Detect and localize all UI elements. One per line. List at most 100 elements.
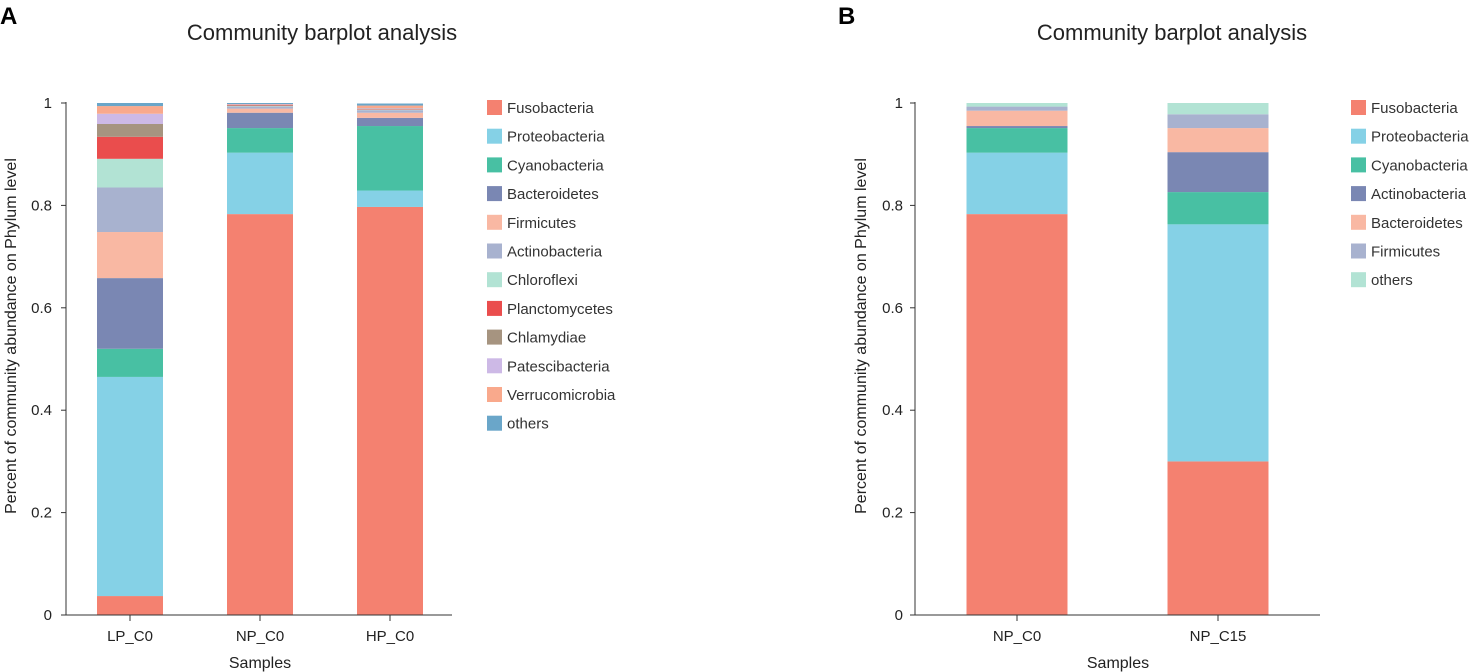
bar-segment-chlamydiae [357,108,423,110]
bar-segment-fusobacteria [97,596,163,615]
legend-label: Firmicutes [507,215,576,232]
legend-swatch [1351,272,1366,288]
chart-title: Community barplot analysis [187,20,457,45]
x-axis-label: Samples [229,655,291,672]
panel-b: B Community barplot analysis Percent of … [838,3,1469,672]
bar-segment-proteobacteria [357,190,423,207]
x-tick-label: HP_C0 [366,628,414,645]
bar-segment-patescibacteria [97,113,163,124]
bar-segment-actinobacteria [966,126,1068,129]
bar-segment-proteobacteria [1167,224,1269,462]
legend-label: Fusobacteria [1371,100,1458,117]
y-axis-label: Percent of community abundance on Phylum… [3,158,20,514]
legend-label: Actinobacteria [507,244,603,261]
legend-swatch [487,272,502,288]
bar-segment-others [357,103,423,106]
legend-label: Planctomycetes [507,301,613,318]
legend-label: Bacteroidetes [507,186,599,203]
legend-swatch [487,415,502,431]
legend-swatch [487,329,502,345]
bar-segment-fusobacteria [357,206,423,615]
bar-segment-others [227,103,293,105]
legend-label: Proteobacteria [1371,129,1469,146]
bar-segment-others [1167,103,1269,115]
bar-segment-chlamydiae [97,123,163,137]
y-tick-label: 0.8 [31,197,52,214]
legend-swatch [487,157,502,173]
axes: 0 0.2 0.4 0.6 0.8 1 NP_C0 NP_C15 [882,95,1320,645]
bar-segment-verrucomicrobia [97,106,163,114]
bar-segment-patescibacteria [227,104,293,106]
x-tick-label: LP_C0 [107,628,153,645]
legend-label: others [1371,272,1413,289]
legend-swatch [487,100,502,115]
x-tick-label: NP_C0 [236,628,284,645]
y-tick-label: 0 [895,607,903,624]
legend-swatch [487,358,502,374]
legend-label: Chloroflexi [507,272,578,289]
bar-segment-actinobacteria [1167,152,1269,193]
bar-segment-planctomycetes [357,109,423,110]
bars [966,103,1269,615]
bar-segment-bacteroidetes [966,110,1068,127]
bar-segment-chloroflexi [97,158,163,188]
bar-segment-cyanobacteria [97,348,163,377]
bar-segment-verrucomicrobia [227,104,293,105]
bar-segment-fusobacteria [227,214,293,615]
bar-segment-firmicutes [966,106,1068,111]
legend-swatch [1351,157,1366,173]
bar-segment-fusobacteria [966,214,1068,615]
bar-segment-chloroflexi [357,109,423,111]
bar-segment-bacteroidetes [357,117,423,127]
legend-label: Bacteroidetes [1371,215,1463,232]
legend-label: Proteobacteria [507,129,605,146]
legend-swatch [487,243,502,259]
legend-label: Fusobacteria [507,100,594,117]
x-tick-label: NP_C0 [993,628,1041,645]
legend-swatch [1351,128,1366,144]
bar-segment-firmicutes [357,112,423,118]
legend-label: Chlamydiae [507,330,586,347]
legend-swatch [487,387,502,402]
chart-title: Community barplot analysis [1037,20,1307,45]
axes: 0 0.2 0.4 0.6 0.8 1 LP_C0 NP_C0 HP_C0 [31,95,452,645]
legend-label: Cyanobacteria [1371,157,1468,174]
bar-segment-firmicutes [1167,114,1269,129]
y-tick-label: 0.8 [882,197,903,214]
bar-segment-bacteroidetes [97,278,163,349]
legend: Fusobacteria Proteobacteria Cyanobacteria A… [1351,100,1469,289]
bar-segment-proteobacteria [97,376,163,597]
y-tick-label: 0 [44,607,52,624]
bar-segment-chlamydiae [227,105,293,106]
y-tick-label: 0.6 [882,300,903,317]
legend: Fusobacteria Proteobacteria Cyanobacteria B… [487,100,616,433]
legend-swatch [1351,186,1366,202]
bar-segment-patescibacteria [357,108,423,109]
panel-a: A Community barplot analysis Percent of … [0,3,616,672]
legend-label: Firmicutes [1371,244,1440,261]
bar-segment-proteobacteria [227,152,293,215]
x-axis-label: Samples [1087,655,1149,672]
bar-segment-cyanobacteria [1167,192,1269,225]
bar-segment-actinobacteria [227,106,293,109]
legend-swatch [487,128,502,144]
bar-segment-verrucomicrobia [357,105,423,109]
y-tick-label: 0.2 [882,505,903,522]
x-tick-label: NP_C15 [1190,628,1247,645]
y-tick-label: 0.6 [31,300,52,317]
bar-segment-bacteroidetes [1167,128,1269,153]
bar-segment-firmicutes [227,108,293,113]
legend-label: Actinobacteria [1371,186,1467,203]
legend-swatch [487,186,502,202]
bar-segment-bacteroidetes [227,112,293,129]
legend-label: Cyanobacteria [507,157,604,174]
legend-swatch [487,214,502,230]
bar-segment-chloroflexi [227,106,293,107]
bar-segment-planctomycetes [97,136,163,159]
panel-letter: B [838,3,855,30]
legend-label: Patescibacteria [507,358,610,375]
y-tick-label: 0.4 [882,402,903,419]
bar-segment-fusobacteria [1167,461,1269,615]
bar-segment-cyanobacteria [227,128,293,153]
